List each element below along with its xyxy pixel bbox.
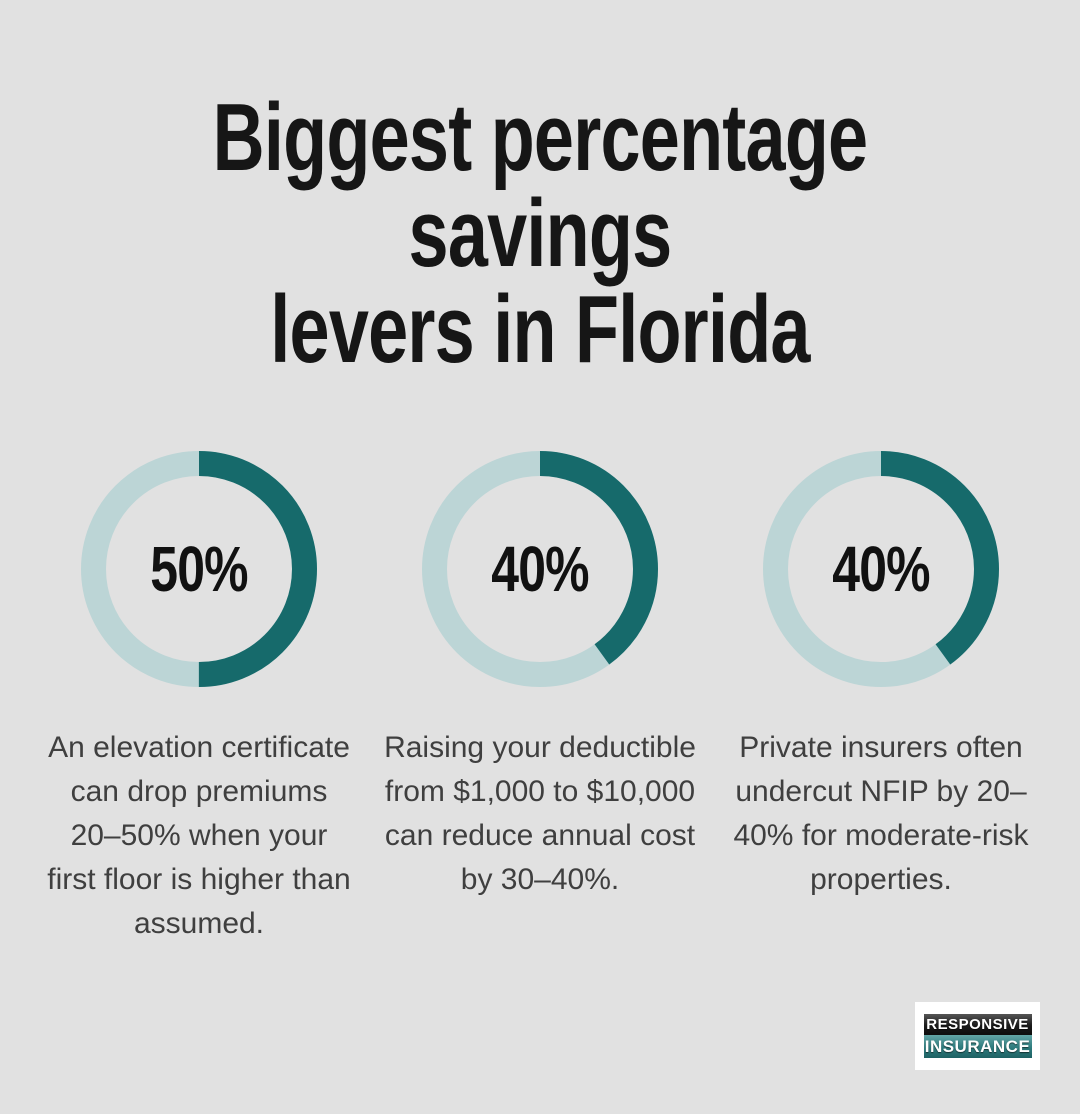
donut-svg-3: [763, 451, 999, 687]
donut-chart-2: 40%: [421, 450, 659, 688]
donut-value-arc-1: [81, 451, 317, 687]
donut-svg-2: [422, 451, 658, 687]
donut-value-arc-2: [422, 451, 658, 687]
donut-svg-1: [81, 451, 317, 687]
donut-percent-label-2: 40%: [491, 533, 589, 605]
donut-percent-label-3: 40%: [832, 533, 930, 605]
brand-logo: RESPONSIVE INSURANCE: [915, 1002, 1040, 1070]
stat-column-deductible: 40% Raising your deductible from $1,000 …: [375, 450, 705, 946]
stat-caption-2: Raising your deductible from $1,000 to $…: [384, 731, 696, 896]
stat-caption-3: Private insurers often undercut NFIP by …: [733, 731, 1029, 896]
stat-column-private-insurers: 40% Private insurers often undercut NFIP…: [716, 450, 1046, 946]
brand-logo-line1: RESPONSIVE: [923, 1014, 1032, 1035]
brand-logo-line2: INSURANCE: [923, 1035, 1032, 1058]
donut-percent-label-1: 50%: [150, 533, 248, 605]
donut-chart-3: 40%: [762, 450, 1000, 688]
donut-chart-1: 50%: [80, 450, 318, 688]
brand-logo-bars: RESPONSIVE INSURANCE: [923, 1014, 1032, 1058]
donut-row: 50% An elevation certificate can drop pr…: [0, 450, 1080, 946]
donut-value-arc-3: [763, 451, 999, 687]
stat-caption-1: An elevation certificate can drop premiu…: [47, 731, 351, 940]
stat-column-elevation-certificate: 50% An elevation certificate can drop pr…: [34, 450, 364, 946]
page-title: Biggest percentage savings levers in Flo…: [212, 84, 868, 383]
